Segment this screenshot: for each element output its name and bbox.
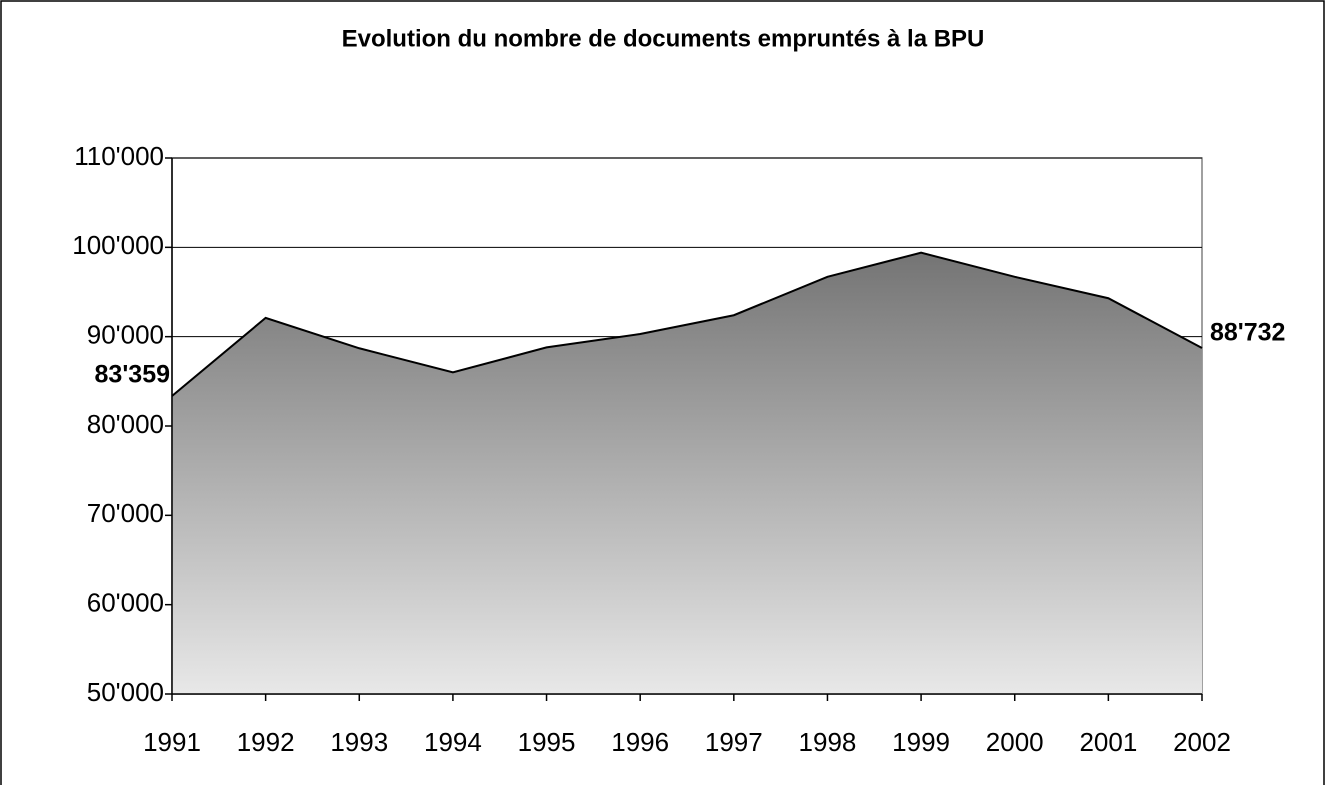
x-tick-label: 2002 — [1173, 727, 1231, 757]
x-tick-label: 1998 — [799, 727, 857, 757]
x-tick-label: 1994 — [424, 727, 482, 757]
y-tick-label: 110'000 — [74, 141, 164, 171]
area-line — [171, 251, 1203, 397]
x-tick-label: 2001 — [1079, 727, 1137, 757]
area — [172, 252, 1202, 694]
x-tick-label: 1995 — [518, 727, 576, 757]
x-tick-label: 1991 — [143, 727, 201, 757]
y-tick-label: 70'000 — [87, 498, 164, 528]
y-tick-label: 80'000 — [87, 409, 164, 439]
y-tick-label: 50'000 — [87, 677, 164, 707]
y-tick-label: 90'000 — [87, 320, 164, 350]
data-label: 83'359 — [95, 361, 170, 389]
x-tick-label: 2000 — [986, 727, 1044, 757]
x-tick-label: 1999 — [892, 727, 950, 757]
y-tick-label: 60'000 — [87, 588, 164, 618]
chart-title: Evolution du nombre de documents emprunt… — [342, 25, 985, 52]
x-tick-label: 1993 — [330, 727, 388, 757]
data-label: 88'732 — [1210, 319, 1285, 347]
x-tick-label: 1996 — [611, 727, 669, 757]
x-tick-label: 1992 — [237, 727, 295, 757]
y-tick-label: 100'000 — [72, 230, 164, 260]
x-tick-label: 1997 — [705, 727, 763, 757]
